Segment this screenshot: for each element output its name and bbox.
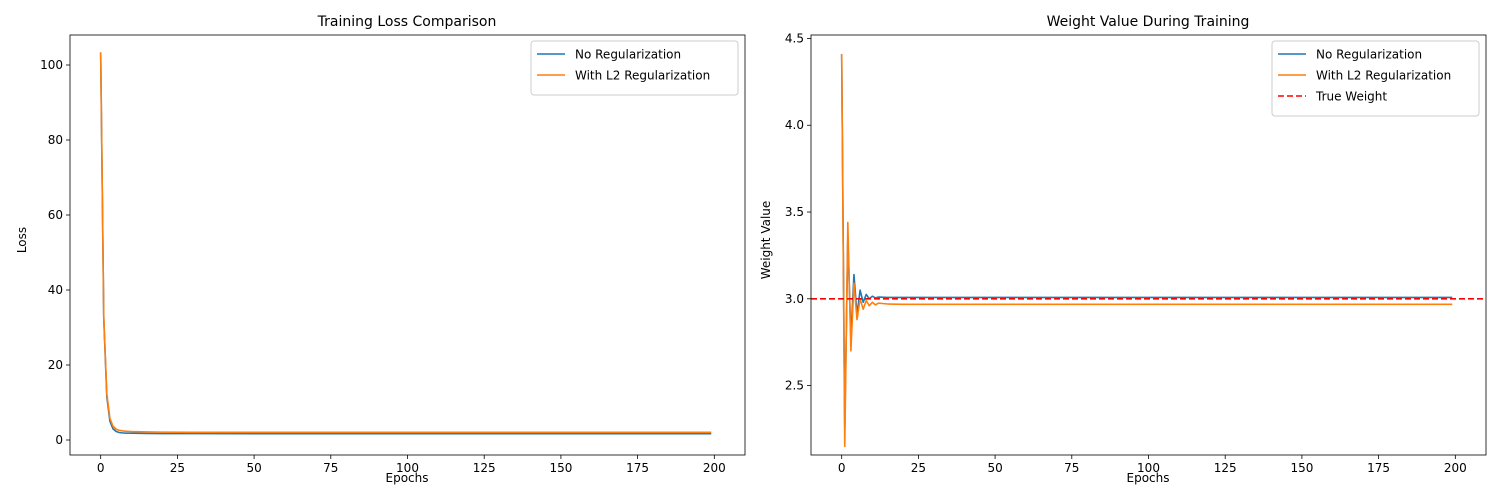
legend-box	[1271, 40, 1480, 117]
y-tick-label: 4.0	[785, 118, 804, 132]
x-tick-label: 75	[1064, 461, 1079, 475]
x-tick-label: 150	[549, 461, 572, 475]
x-tick-label: 50	[246, 461, 261, 475]
x-tick-label: 50	[987, 461, 1002, 475]
y-axis-label: Weight Value	[759, 201, 773, 280]
y-tick-label: 2.5	[785, 379, 804, 393]
x-tick-label: 150	[1290, 461, 1313, 475]
x-tick-label: 125	[1214, 461, 1237, 475]
chart-training-loss: Training Loss Comparison Epochs Loss 0 25…	[15, 14, 746, 485]
y-tick-label: 4.5	[785, 31, 804, 45]
x-tick-label: 100	[1137, 461, 1160, 475]
x-axis-label: Epochs	[1127, 471, 1170, 485]
legend-label: With L2 Regularization	[1316, 69, 1451, 83]
x-tick-label: 175	[1367, 461, 1390, 475]
legend: No Regularization With L2 Regularization T…	[1271, 40, 1480, 117]
series-line-no-regularization	[99, 52, 712, 435]
y-axis-label: Loss	[15, 227, 29, 253]
x-axis-label: Epochs	[386, 471, 429, 485]
plot-frame	[810, 34, 1487, 456]
y-tick-label: 3.0	[785, 292, 804, 306]
legend: No Regularization With L2 Regularization	[530, 40, 739, 96]
x-tick-label: 0	[838, 461, 846, 475]
series-line-with-l2-regularization	[99, 52, 712, 434]
legend-label: No Regularization	[1316, 48, 1422, 62]
chart-weight-value: Weight Value During Training Epochs Weig…	[759, 14, 1487, 485]
y-tick-label: 80	[48, 133, 63, 147]
legend-label: With L2 Regularization	[575, 69, 710, 83]
y-tick-label: 20	[48, 358, 63, 372]
y-tick-label: 60	[48, 208, 63, 222]
y-tick-label: 40	[48, 283, 63, 297]
x-tick-label: 0	[97, 461, 105, 475]
x-tick-label: 125	[473, 461, 496, 475]
x-tick-label: 175	[626, 461, 649, 475]
x-tick-label: 25	[911, 461, 926, 475]
x-tick-label: 200	[1444, 461, 1467, 475]
legend-box	[530, 40, 739, 96]
chart-title: Weight Value During Training	[1047, 14, 1250, 30]
x-tick-label: 25	[170, 461, 185, 475]
chart-title: Training Loss Comparison	[317, 14, 497, 30]
legend-label: True Weight	[1315, 90, 1387, 104]
series-line-with-l2-regularization	[840, 54, 1453, 448]
y-tick-label: 100	[40, 58, 63, 72]
x-tick-label: 100	[396, 461, 419, 475]
y-tick-label: 3.5	[785, 205, 804, 219]
legend-label: No Regularization	[575, 48, 681, 62]
x-tick-label: 75	[323, 461, 338, 475]
x-tick-label: 200	[703, 461, 726, 475]
y-tick-label: 0	[55, 433, 63, 447]
plot-frame	[69, 34, 746, 456]
